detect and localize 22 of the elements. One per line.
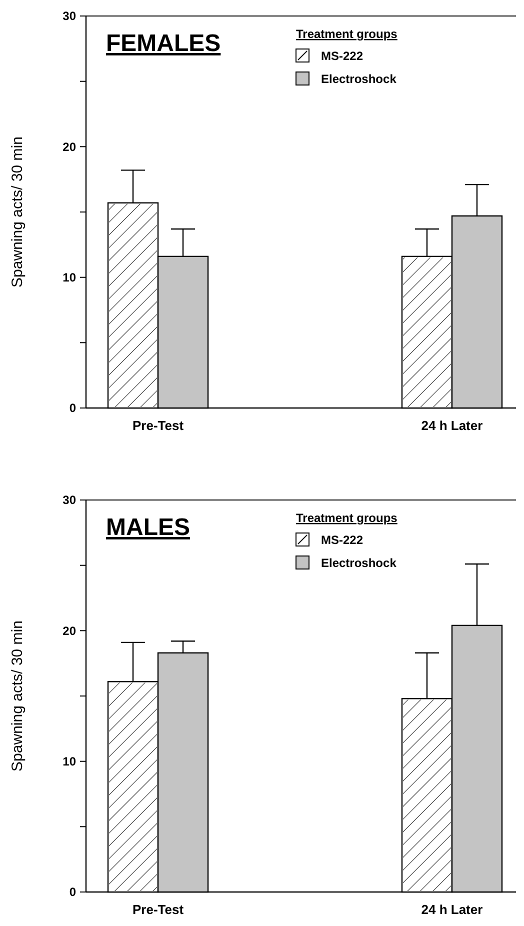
text: FEMALES: [106, 30, 221, 57]
y-tick-label: 10: [62, 754, 76, 769]
y-tick-label: 20: [62, 624, 76, 638]
x-tick-label: Pre-Test: [132, 418, 184, 433]
y-tick-label: 0: [69, 401, 76, 416]
y-tick-label: 30: [62, 9, 76, 24]
legend-title: Treatment groups: [296, 27, 398, 41]
y-axis-title: Spawning acts/ 30 min: [9, 620, 26, 772]
y-axis-title: Spawning acts/ 30 min: [9, 136, 26, 288]
text: MALES: [106, 514, 190, 541]
legend-title: Treatment groups: [296, 511, 398, 525]
x-tick-label: 24 h Later: [421, 902, 483, 917]
y-tick-label: 10: [62, 270, 76, 285]
y-tick-label: 20: [62, 140, 76, 154]
y-tick-label: 0: [69, 885, 76, 900]
legend-label: Electroshock: [321, 556, 397, 570]
x-tick-label: Pre-Test: [132, 902, 184, 917]
legend-label: MS-222: [321, 533, 364, 547]
x-tick-label: 24 h Later: [421, 418, 483, 433]
y-tick-label: 30: [62, 493, 76, 508]
legend-label: Electroshock: [321, 72, 397, 86]
legend-label: MS-222: [321, 49, 364, 63]
